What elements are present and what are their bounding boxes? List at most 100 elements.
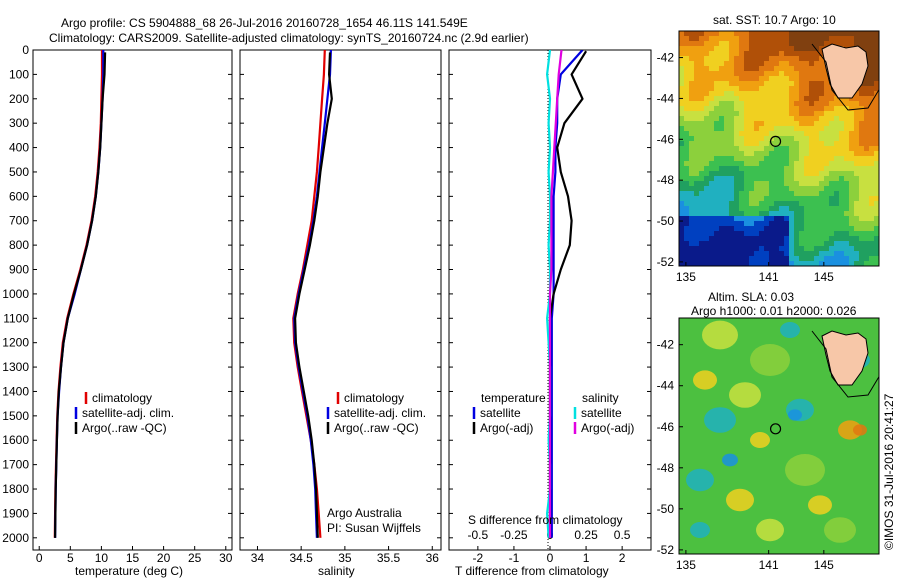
sst-cell [724, 221, 730, 227]
sst-cell [854, 101, 860, 107]
sst-cell [754, 171, 760, 177]
sst-cell [744, 76, 750, 82]
sst-cell [679, 126, 685, 132]
sst-cell [689, 161, 695, 167]
sst-cell [709, 121, 715, 127]
sst-cell [734, 246, 740, 252]
sst-cell [804, 261, 810, 266]
depth-axis: 0100200300400500600700800900100011001200… [2, 43, 651, 545]
sst-cell [754, 111, 760, 117]
legend-title-temperature: temperature [481, 391, 546, 405]
sst-cell [699, 226, 705, 232]
sst-cell [824, 101, 830, 107]
sst-cell [794, 66, 800, 72]
sst-cell [869, 81, 875, 87]
sst-cell [799, 146, 805, 152]
sst-cell [699, 191, 705, 197]
sst-cell [794, 51, 800, 57]
sst-cell [694, 236, 700, 242]
s-tick-label: 0.25 [574, 528, 598, 542]
sst-cell [789, 196, 795, 202]
sst-cell [734, 71, 740, 77]
sst-cell [744, 156, 750, 162]
sst-cell [784, 186, 790, 192]
sst-cell [759, 206, 765, 212]
sst-cell [819, 91, 825, 97]
sst-cell [789, 171, 795, 177]
sst-cell [694, 121, 700, 127]
sst-cell [829, 116, 835, 122]
sst-cell [719, 156, 725, 162]
sst-cell [849, 41, 855, 47]
sst-cell [714, 96, 720, 102]
sst-cell [704, 156, 710, 162]
sst-cell [784, 211, 790, 217]
sst-cell [689, 136, 695, 142]
sst-cell [869, 136, 875, 142]
sst-cell [709, 251, 715, 257]
sst-cell [704, 66, 710, 72]
sst-cell [759, 86, 765, 92]
sst-cell [809, 261, 815, 266]
sst-cell [789, 221, 795, 227]
sst-cell [679, 226, 685, 232]
sst-cell [844, 151, 850, 157]
sst-cell [694, 116, 700, 122]
sst-cell [759, 186, 765, 192]
sst-cell [844, 216, 850, 222]
sst-cell [744, 36, 750, 42]
sst-cell [849, 181, 855, 187]
sst-cell [869, 216, 875, 222]
sst-cell [709, 191, 715, 197]
legend-label-s-satellite: satellite [581, 406, 622, 420]
sst-cell [714, 106, 720, 112]
sst-cell [759, 121, 765, 127]
sst-cell [684, 31, 690, 37]
sst-cell [804, 41, 810, 47]
sst-cell [724, 216, 730, 222]
sla-anomaly [702, 320, 738, 350]
sst-cell [704, 136, 710, 142]
sst-cell [814, 201, 820, 207]
sst-cell [839, 186, 845, 192]
sst-cell [764, 201, 770, 207]
sst-cell [779, 221, 785, 227]
sst-cell [819, 206, 825, 212]
sst-cell [699, 126, 705, 132]
sst-cell [839, 31, 845, 37]
sst-cell [784, 201, 790, 207]
sst-cell [794, 226, 800, 232]
sst-cell [824, 171, 830, 177]
sst-cell [769, 251, 775, 257]
sst-cell [814, 191, 820, 197]
sst-cell [754, 261, 760, 266]
sst-cell [869, 86, 875, 92]
sst-cell [694, 31, 700, 37]
sst-cell [874, 51, 879, 57]
sst-cell [759, 216, 765, 222]
sst-cell [704, 61, 710, 67]
sst-cell [764, 61, 770, 67]
sst-cell [699, 96, 705, 102]
sst-cell [794, 181, 800, 187]
sst-cell [859, 136, 865, 142]
sst-cell [829, 126, 835, 132]
sst-cell [804, 156, 810, 162]
sst-cell [799, 196, 805, 202]
sst-cell [749, 106, 755, 112]
sst-cell [684, 196, 690, 202]
sst-cell [809, 51, 815, 57]
sst-cell [719, 191, 725, 197]
sst-cell [834, 256, 840, 262]
sst-cell [809, 191, 815, 197]
sst-cell [754, 196, 760, 202]
sst-cell [764, 56, 770, 62]
sst-cell [769, 211, 775, 217]
sst-cell [874, 146, 879, 152]
sst-cell [729, 56, 735, 62]
sla-anomaly [808, 495, 832, 515]
sst-cell [679, 106, 685, 112]
sst-cell [839, 256, 845, 262]
sst-cell [874, 201, 879, 207]
sst-cell [769, 131, 775, 137]
